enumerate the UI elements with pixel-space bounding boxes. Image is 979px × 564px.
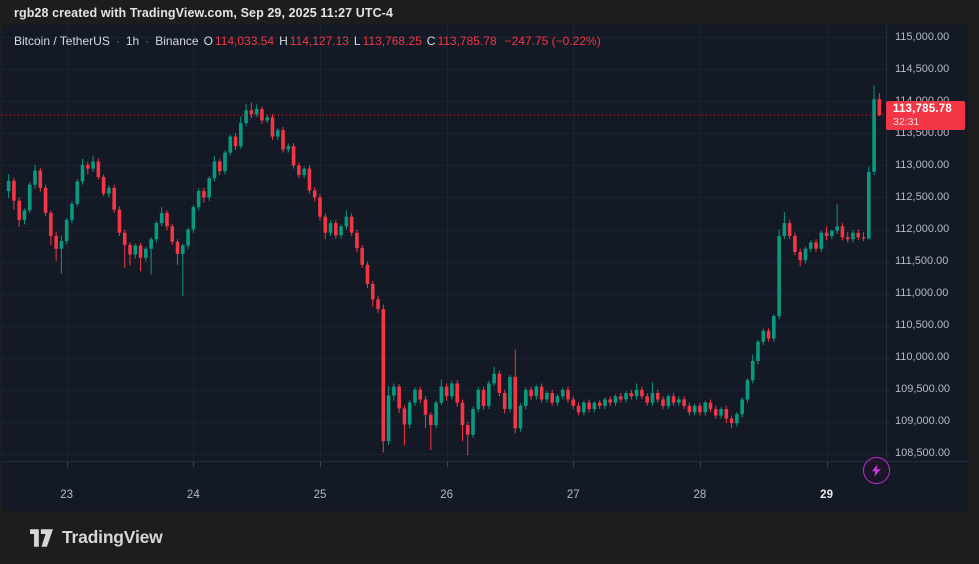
chart-legend: Bitcoin / TetherUS · 1h · Binance O 114,0…: [14, 34, 601, 48]
chart-widget: Bitcoin / TetherUS · 1h · Binance O 114,0…: [2, 25, 968, 511]
time-tick-mark: [193, 462, 194, 467]
price-tick-label: 112,500.00: [895, 190, 950, 203]
price-tick-label: 109,000.00: [895, 415, 951, 428]
lightning-bolt-icon: [872, 464, 881, 477]
time-axis-label: 25: [313, 489, 327, 501]
last-price-label: 113,785.78 32:31: [886, 100, 965, 130]
close-value: C 113,785.78: [426, 34, 497, 48]
time-tick-mark: [827, 462, 828, 467]
time-axis[interactable]: 23 24 25 26 27 28 29: [2, 462, 886, 511]
price-tick-label: 111,000.00: [895, 287, 949, 300]
price-tick-label: 111,500.00: [895, 255, 949, 268]
brand-name: TradingView: [62, 527, 163, 547]
open-value: O 114,033.54: [203, 34, 275, 48]
interval-value[interactable]: 1h: [125, 34, 140, 48]
price-tick-label: 110,000.00: [895, 351, 950, 364]
price-tick-label: 115,000.00: [895, 30, 950, 43]
time-axis-label: 27: [566, 489, 580, 501]
symbol-name[interactable]: Bitcoin / TetherUS: [14, 34, 110, 48]
high-value: H 114,127.13: [279, 34, 349, 48]
tradingview-logo[interactable]: TradingView: [30, 527, 163, 548]
grid-layer: [2, 25, 890, 461]
legend-separator: ·: [145, 34, 150, 48]
change-value: −247.75 (−0.22%): [504, 34, 601, 48]
time-axis-label: 28: [693, 489, 707, 501]
last-price-value: 113,785.78: [893, 102, 952, 115]
time-tick-mark: [700, 462, 701, 467]
time-axis-label: 24: [186, 489, 200, 501]
tradingview-mark-icon: [30, 528, 53, 547]
candles-layer: [6, 85, 882, 456]
footer: TradingView: [0, 511, 979, 564]
candlestick-chart[interactable]: [2, 25, 968, 511]
boost-button[interactable]: [863, 457, 890, 484]
time-axis-label: 29: [820, 489, 833, 501]
legend-separator: ·: [115, 34, 120, 48]
price-axis[interactable]: 115,000.00114,500.00114,000.00113,500.00…: [886, 25, 968, 462]
exchange-name[interactable]: Binance: [155, 34, 199, 48]
price-tick-label: 114,500.00: [895, 62, 950, 75]
attribution-note: rgb28 created with TradingView.com, Sep …: [14, 6, 394, 20]
price-tick-label: 109,500.00: [895, 383, 951, 396]
time-tick-mark: [67, 462, 68, 467]
time-tick-mark: [573, 462, 574, 467]
price-tick-label: 108,500.00: [895, 447, 951, 460]
time-tick-mark: [447, 462, 448, 467]
price-tick-label: 112,000.00: [895, 223, 950, 236]
price-tick-label: 113,500.00: [895, 126, 950, 139]
price-tick-label: 113,000.00: [895, 158, 950, 171]
time-axis-label: 23: [60, 489, 74, 501]
bar-countdown: 32:31: [893, 115, 920, 128]
time-axis-label: 26: [440, 489, 454, 501]
low-value: L 113,768.25: [353, 34, 422, 48]
price-tick-label: 110,500.00: [895, 319, 950, 332]
time-tick-mark: [320, 462, 321, 467]
